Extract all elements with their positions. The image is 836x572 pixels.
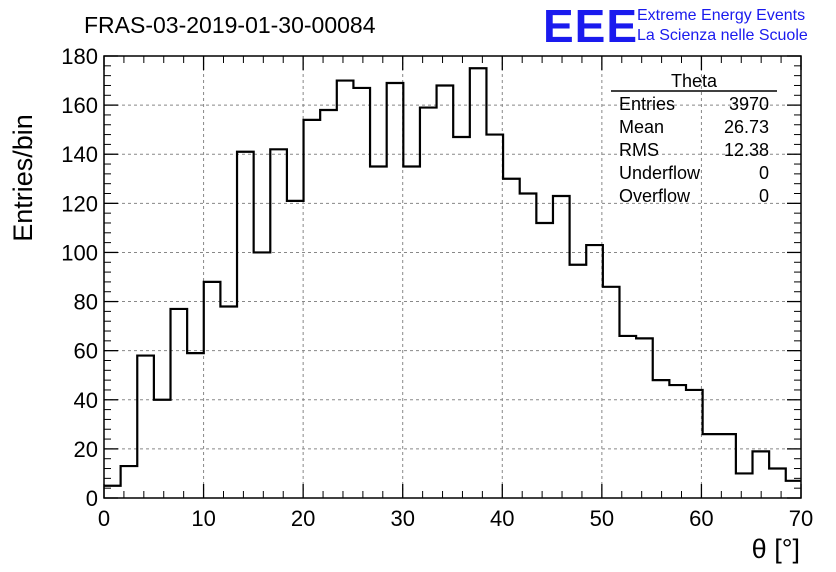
histogram-bin (353, 88, 370, 498)
x-tick-label: 20 (291, 506, 315, 531)
y-tick-label: 0 (86, 486, 98, 511)
histogram-bin (403, 167, 420, 499)
histogram-bin (270, 149, 287, 498)
histogram-bin (719, 434, 736, 498)
histogram-bin (619, 336, 636, 498)
histogram-bin (486, 135, 503, 498)
histogram-bin (337, 81, 354, 498)
x-axis-label: θ [°] (752, 534, 800, 564)
x-tick-label: 10 (191, 506, 215, 531)
stats-label: Underflow (619, 163, 701, 183)
histogram-bin (237, 152, 254, 498)
x-tick-label: 70 (789, 506, 813, 531)
stats-label: Entries (619, 94, 675, 114)
y-tick-label: 20 (74, 437, 98, 462)
histogram-bin (603, 287, 620, 498)
y-tick-label: 120 (61, 191, 98, 216)
histogram-bin (686, 390, 703, 498)
histogram-bin (187, 353, 204, 498)
stats-label: Mean (619, 117, 664, 137)
histogram-bin (470, 68, 487, 498)
stats-value: 12.38 (724, 140, 769, 160)
histogram-bin (553, 196, 570, 498)
x-tick-label: 30 (390, 506, 414, 531)
histogram-bin (254, 252, 271, 498)
histogram-bin (520, 194, 537, 498)
y-tick-label: 180 (61, 44, 98, 69)
histogram-bin (437, 85, 454, 498)
y-tick-label: 60 (74, 339, 98, 364)
x-tick-label: 0 (98, 506, 110, 531)
y-axis-label: Entries/bin (8, 114, 38, 242)
histogram-bin (453, 137, 470, 498)
plot-frame (103, 55, 802, 499)
histogram-bin (121, 466, 138, 498)
eee-logo: EEE Extreme Energy Events La Scienza nel… (543, 0, 808, 52)
histogram-bin (769, 469, 786, 498)
histogram-bin (653, 380, 670, 498)
y-tick-label: 140 (61, 142, 98, 167)
y-tick-labels: 0 20 40 60 80 100 120 140 160 180 (61, 44, 98, 511)
logo-mark: EEE (543, 0, 638, 52)
stats-title: Theta (671, 71, 718, 91)
histogram-bin (420, 108, 437, 498)
chart-title: FRAS-03-2019-01-30-00084 (84, 12, 376, 38)
y-tick-label: 160 (61, 93, 98, 118)
histogram-bin (669, 385, 686, 498)
stats-value: 26.73 (724, 117, 769, 137)
histogram-bin (636, 338, 653, 498)
histogram-bin (171, 309, 188, 498)
y-tick-label: 100 (61, 240, 98, 265)
stats-box: Theta Entries 3970 Mean 26.73 RMS 12.38 Underf… (611, 71, 777, 206)
logo-line-1: Extreme Energy Events (637, 7, 805, 24)
x-tick-labels: 0 10 20 30 40 50 60 70 (98, 506, 813, 531)
histogram-bin (370, 167, 387, 499)
histogram-bin (304, 120, 321, 498)
histogram-bin (104, 486, 121, 498)
histogram-bin (287, 201, 304, 498)
histogram-outline (104, 67, 801, 487)
stats-value: 0 (759, 186, 769, 206)
histogram-bin (220, 306, 237, 498)
stats-value: 0 (759, 163, 769, 183)
histogram-bin (786, 481, 801, 498)
histogram-bin (154, 400, 171, 498)
histogram-bin (387, 83, 404, 498)
x-tick-label: 40 (490, 506, 514, 531)
logo-line-2: La Scienza nelle Scuole (637, 27, 808, 44)
y-tick-label: 40 (74, 388, 98, 413)
histogram-bin (703, 434, 720, 498)
histogram-bin (570, 265, 587, 498)
stats-label: RMS (619, 140, 659, 160)
histogram-bin (137, 356, 154, 498)
histogram-bin (536, 223, 553, 498)
stats-label: Overflow (619, 186, 691, 206)
histogram-bin (503, 179, 520, 498)
x-tick-label: 60 (689, 506, 713, 531)
stats-value: 3970 (729, 94, 769, 114)
histogram-bin (586, 245, 603, 498)
y-tick-label: 80 (74, 290, 98, 315)
x-tick-label: 50 (590, 506, 614, 531)
histogram-bin (320, 110, 337, 498)
stats-rows: Entries 3970 Mean 26.73 RMS 12.38 Underflow 0 Ov… (619, 94, 769, 206)
histogram-bin (736, 473, 753, 498)
histogram-bin (753, 451, 770, 498)
histogram-bin (204, 282, 221, 498)
